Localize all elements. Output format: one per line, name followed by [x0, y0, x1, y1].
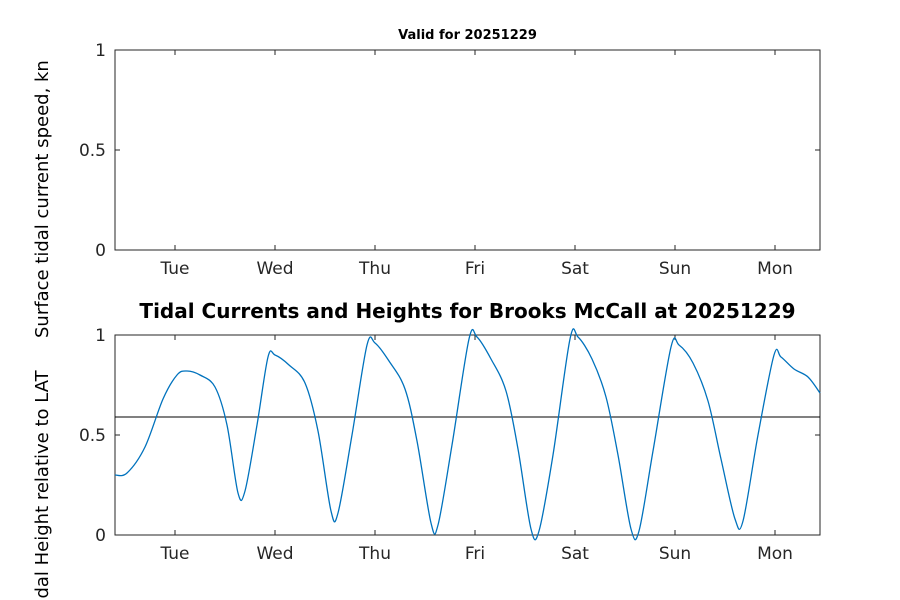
x-tick-label: Wed [256, 259, 293, 279]
axes-box [114, 334, 821, 536]
x-tick-label: Thu [358, 544, 391, 564]
x-tick-label: Mon [757, 259, 793, 279]
bottom-plot-title: Tidal Currents and Heights for Brooks Mc… [139, 299, 796, 323]
axes-box [114, 49, 821, 251]
x-tick-label: Thu [358, 259, 391, 279]
x-tick-label: Tue [159, 544, 189, 564]
x-tick-label: Sat [561, 259, 589, 279]
x-tick-label: Sun [659, 544, 691, 564]
top-plot-title: Valid for 20251229 [398, 28, 537, 43]
y-tick-label: 0.5 [79, 426, 106, 446]
x-tick-label: Tue [159, 259, 189, 279]
tidal-height-curve [114, 328, 821, 541]
x-tick-label: Sat [561, 544, 589, 564]
x-tick-label: Sun [659, 259, 691, 279]
y-tick-label: 1 [95, 326, 106, 346]
y-tick-label: 0 [95, 526, 106, 546]
x-tick-label: Mon [757, 544, 793, 564]
y-tick-label: 1 [95, 41, 106, 61]
x-tick-label: Fri [465, 544, 485, 564]
y-tick-label: 0 [95, 241, 106, 261]
x-tick-label: Fri [465, 259, 485, 279]
y-tick-label: 0.5 [79, 141, 106, 161]
x-tick-label: Wed [256, 544, 293, 564]
